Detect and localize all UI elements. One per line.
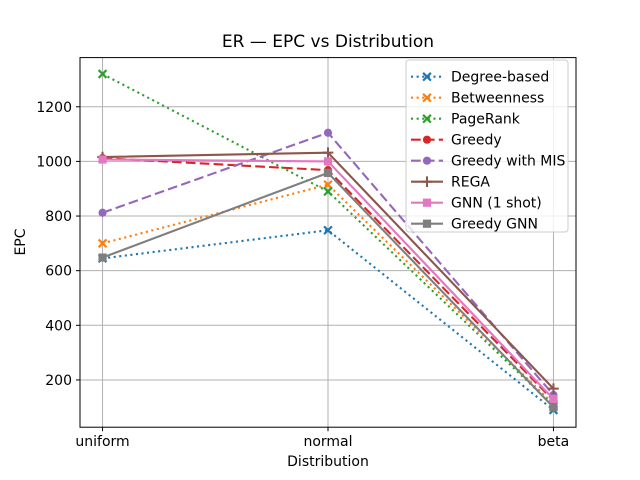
y-tick-label: 200 [45, 373, 72, 389]
series-greedy-gnn [98, 168, 558, 412]
legend-entry-greedy-gnn: Greedy GNN [411, 217, 538, 233]
circle-marker [98, 208, 107, 217]
series-line [102, 73, 555, 407]
y-tick-label: 600 [45, 264, 72, 280]
chart-title: ER — EPC vs Distribution [222, 32, 434, 52]
legend-entry-rega: REGA [411, 175, 490, 191]
legend-entry-pagerank: PageRank [411, 112, 521, 128]
circle-marker [323, 128, 333, 137]
x-marker [323, 225, 333, 235]
y-tick-label: 1000 [36, 154, 72, 170]
square-marker [323, 157, 333, 166]
y-tick-label: 800 [45, 209, 72, 225]
y-tick-label: 400 [45, 318, 72, 334]
legend-entry-degree-based: Degree-based [411, 70, 549, 86]
x-tick-label-beta: beta [538, 434, 570, 450]
square-marker [549, 403, 558, 412]
circle-marker [422, 135, 432, 144]
x-marker [323, 179, 333, 190]
legend: Degree-based Betweenness PageRank Greedy Gre… [405, 59, 569, 233]
series-line [102, 183, 555, 405]
circle-marker [422, 156, 432, 165]
square-marker [98, 155, 107, 164]
plus-marker [322, 147, 334, 158]
legend-label: Greedy with MIS [451, 154, 566, 170]
square-marker [422, 219, 432, 228]
square-marker [422, 198, 432, 207]
y-axis-label: EPC [13, 228, 29, 255]
x-marker [97, 238, 108, 249]
x-marker [323, 186, 333, 197]
legend-entry-greedy-with-mis: Greedy with MIS [411, 154, 566, 170]
x-tick-label-normal: normal [303, 434, 352, 450]
legend-label: GNN (1 shot) [451, 196, 542, 212]
square-marker [549, 394, 558, 404]
legend-entry-greedy: Greedy [411, 133, 502, 149]
legend-label: REGA [451, 175, 490, 191]
y-tick-label: 1200 [36, 100, 72, 116]
x-marker [422, 93, 432, 103]
legend-entry-gnn-1-shot: GNN (1 shot) [411, 196, 542, 212]
legend-entry-betweenness: Betweenness [411, 91, 544, 107]
plus-marker [548, 383, 559, 394]
legend-label: Degree-based [451, 70, 549, 86]
x-marker [97, 69, 108, 79]
x-marker [422, 114, 432, 124]
plus-marker [421, 176, 433, 187]
axes-frame [79, 57, 577, 428]
x-marker [422, 72, 432, 82]
legend-label: PageRank [451, 112, 521, 128]
x-axis-label: Distribution [287, 454, 369, 470]
legend-frame [405, 59, 569, 233]
square-marker [98, 253, 107, 262]
legend-label: Betweenness [451, 91, 544, 107]
legend-label: Greedy [451, 133, 502, 149]
x-tick-label-uniform: uniform [75, 434, 129, 450]
square-marker [323, 168, 333, 177]
axis-ticks: 200 400 600 800 1000 1200 uniform normal beta [36, 100, 569, 450]
series-gnn-1-shot [98, 155, 558, 404]
legend-label: Greedy GNN [451, 217, 538, 233]
